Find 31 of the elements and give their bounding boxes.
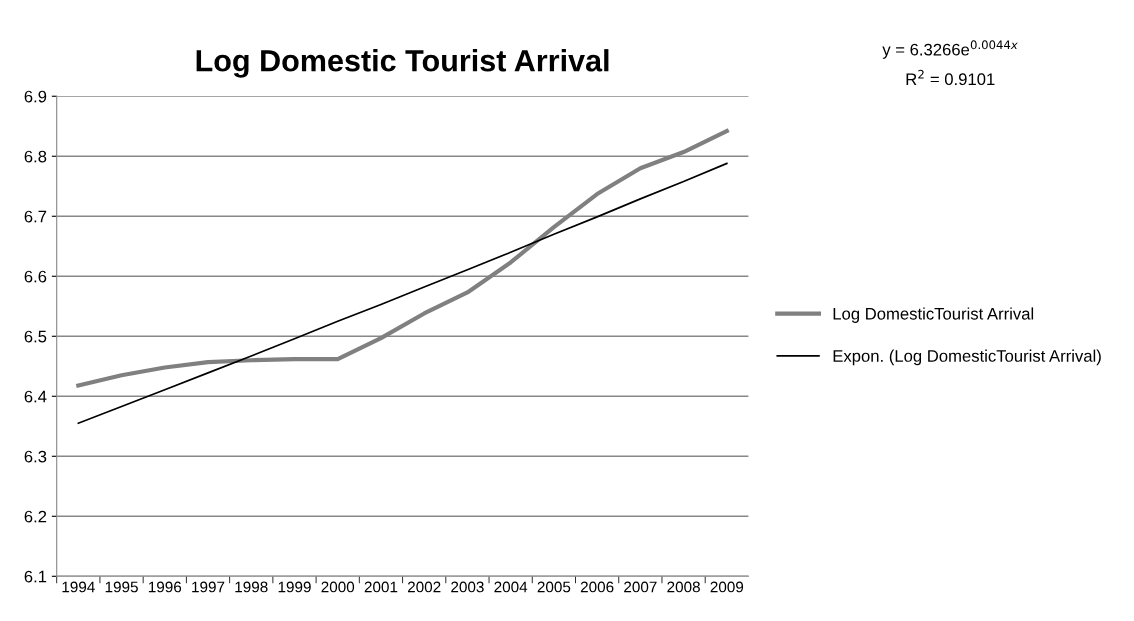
y-tick-label: 6.7: [24, 210, 47, 223]
x-tick-label: 2009: [710, 581, 744, 593]
y-tick-label: 6.8: [24, 150, 47, 163]
x-tick-label: 2004: [494, 581, 528, 593]
legend-label: Log DomesticTourist Arrival: [833, 307, 1034, 323]
x-tick-label: 1998: [235, 581, 268, 593]
chart-title: Log Domestic Tourist Arrival: [196, 49, 609, 78]
y-tick-label: 6.5: [24, 330, 47, 343]
y-tick-label: 6.6: [24, 270, 47, 283]
x-tick-label: 2006: [580, 581, 614, 593]
legend-label: Expon. (Log DomesticTourist Arrival): [833, 349, 1101, 366]
y-tick-label: 6.9: [24, 90, 47, 103]
x-tick-label: 2000: [321, 581, 355, 593]
x-tick-label: 2001: [364, 581, 398, 593]
x-tick-label: 2003: [451, 581, 484, 593]
x-tick-label: 1997: [192, 581, 225, 593]
text: y = 6.3266e$^{0.0044x}$: [882, 40, 1018, 59]
x-tick-label: 1995: [105, 581, 138, 593]
x-tick-label: 2008: [667, 581, 700, 593]
y-tick-label: 6.3: [24, 450, 47, 463]
y-tick-label: 6.2: [24, 510, 47, 523]
text: R$^{2}$ = 0.9101: [906, 69, 995, 86]
y-tick-label: 6.1: [24, 570, 47, 583]
line-series: [77, 162, 728, 425]
x-tick-label: 2005: [537, 581, 571, 593]
x-tick-label: 1994: [62, 581, 95, 593]
x-tick-label: 1999: [278, 581, 311, 593]
x-tick-label: 1996: [148, 581, 182, 593]
y-tick-label: 6.4: [24, 390, 47, 403]
x-tick-label: 2007: [624, 581, 657, 593]
x-tick-label: 2002: [407, 581, 441, 593]
